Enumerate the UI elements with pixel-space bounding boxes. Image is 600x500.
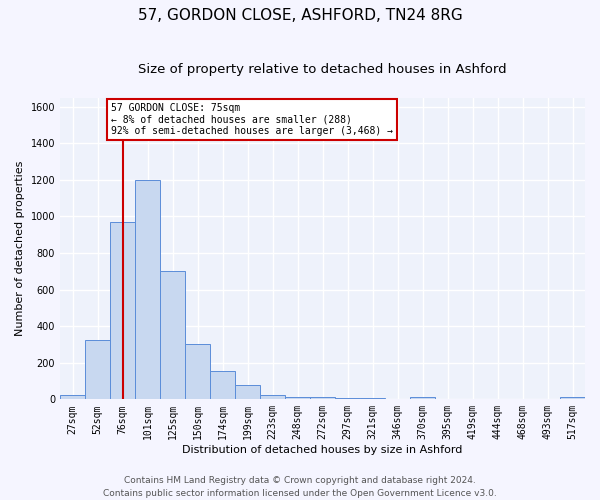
- Text: Contains HM Land Registry data © Crown copyright and database right 2024.
Contai: Contains HM Land Registry data © Crown c…: [103, 476, 497, 498]
- Y-axis label: Number of detached properties: Number of detached properties: [15, 160, 25, 336]
- Bar: [85, 340, 110, 400]
- Bar: [310, 397, 335, 400]
- Bar: [135, 180, 160, 400]
- Bar: [410, 396, 435, 400]
- Bar: [360, 398, 385, 400]
- Bar: [185, 344, 210, 400]
- Bar: [260, 395, 285, 400]
- Text: 57 GORDON CLOSE: 75sqm
← 8% of detached houses are smaller (288)
92% of semi-det: 57 GORDON CLOSE: 75sqm ← 8% of detached …: [111, 103, 393, 136]
- Bar: [285, 396, 310, 400]
- Bar: [110, 222, 135, 400]
- X-axis label: Distribution of detached houses by size in Ashford: Distribution of detached houses by size …: [182, 445, 463, 455]
- Title: Size of property relative to detached houses in Ashford: Size of property relative to detached ho…: [138, 62, 507, 76]
- Bar: [235, 384, 260, 400]
- Bar: [210, 371, 235, 400]
- Bar: [560, 397, 585, 400]
- Bar: [160, 272, 185, 400]
- Bar: [60, 395, 85, 400]
- Text: 57, GORDON CLOSE, ASHFORD, TN24 8RG: 57, GORDON CLOSE, ASHFORD, TN24 8RG: [137, 8, 463, 22]
- Bar: [335, 398, 360, 400]
